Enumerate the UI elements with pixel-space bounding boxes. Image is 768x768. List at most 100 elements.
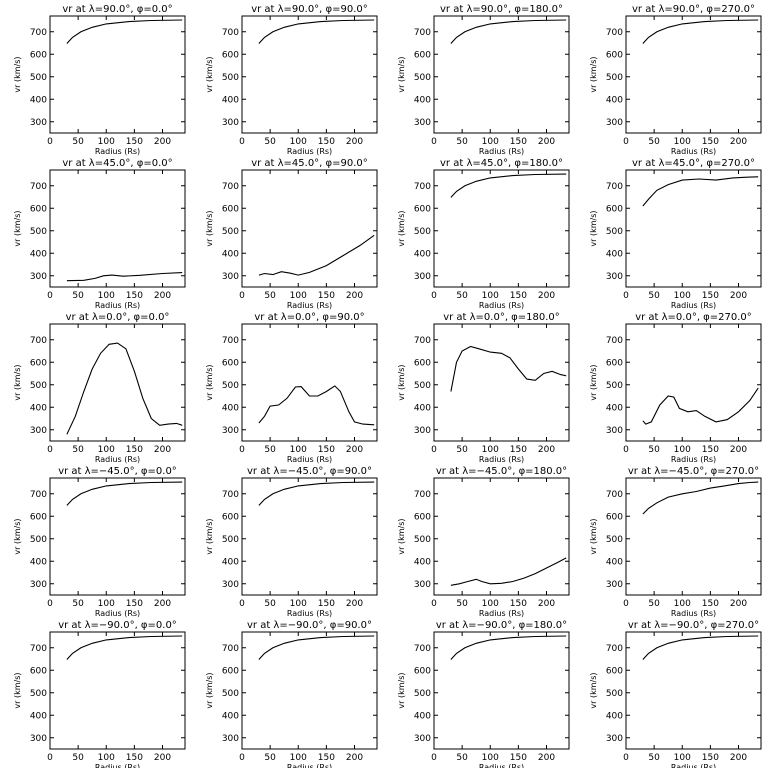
x-tick-label: 0: [431, 599, 437, 609]
x-tick-label: 50: [264, 137, 276, 147]
y-axis-label: vr (km/s): [205, 364, 214, 400]
y-tick-label: 400: [30, 249, 47, 259]
plot-frame: [49, 15, 186, 134]
x-tick-label: 100: [674, 137, 691, 147]
panel-title: vr at λ=−90.0°, φ=180.0°: [436, 620, 567, 631]
x-tick-label: 100: [98, 753, 115, 763]
y-tick-label: 700: [222, 644, 239, 654]
y-tick-label: 700: [414, 336, 431, 346]
y-tick-label: 300: [222, 426, 239, 436]
x-tick-label: 200: [346, 599, 363, 609]
y-tick-label: 300: [606, 734, 623, 744]
y-tick-label: 600: [606, 50, 623, 60]
y-axis-label: vr (km/s): [13, 364, 22, 400]
y-tick-label: 500: [414, 689, 431, 699]
x-axis-label: Radius (Rs): [479, 455, 524, 464]
series-line: [66, 19, 183, 44]
y-tick-label: 300: [414, 580, 431, 590]
x-tick-label: 100: [98, 291, 115, 301]
plot-frame: [625, 323, 762, 442]
y-tick-label: 500: [222, 73, 239, 83]
plot-frame: [433, 323, 570, 442]
x-tick-label: 0: [47, 291, 53, 301]
y-axis-label: vr (km/s): [589, 518, 598, 554]
x-tick-label: 0: [431, 137, 437, 147]
y-tick-label: 700: [414, 182, 431, 192]
x-tick-label: 100: [482, 137, 499, 147]
y-axis-label: vr (km/s): [13, 56, 22, 92]
y-tick-label: 600: [30, 204, 47, 214]
plot-frame: [241, 323, 378, 442]
x-tick-label: 200: [154, 599, 171, 609]
x-tick-label: 50: [648, 137, 660, 147]
x-tick-label: 200: [154, 753, 171, 763]
y-tick-label: 600: [30, 358, 47, 368]
panel-title: vr at λ=−45.0°, φ=270.0°: [628, 466, 759, 477]
x-tick-label: 150: [510, 291, 527, 301]
x-tick-label: 50: [648, 753, 660, 763]
panel-title: vr at λ=0.0°, φ=270.0°: [635, 312, 752, 323]
x-axis-label: Radius (Rs): [671, 609, 716, 618]
x-tick-label: 50: [456, 291, 468, 301]
x-tick-label: 200: [730, 753, 747, 763]
series-line: [258, 385, 375, 426]
y-tick-label: 400: [606, 95, 623, 105]
x-tick-label: 200: [538, 445, 555, 455]
y-tick-label: 400: [30, 95, 47, 105]
x-tick-label: 0: [239, 137, 245, 147]
y-tick-label: 500: [30, 73, 47, 83]
y-axis-label: vr (km/s): [589, 672, 598, 708]
plot-frame: [433, 477, 570, 596]
y-tick-label: 300: [414, 272, 431, 282]
y-tick-label: 700: [606, 336, 623, 346]
plot-frame: [625, 477, 762, 596]
x-axis-label: Radius (Rs): [95, 763, 140, 768]
y-axis-label: vr (km/s): [13, 518, 22, 554]
y-axis-label: vr (km/s): [397, 56, 406, 92]
x-tick-label: 150: [126, 599, 143, 609]
y-tick-label: 500: [414, 535, 431, 545]
x-tick-label: 150: [318, 599, 335, 609]
x-tick-label: 50: [648, 291, 660, 301]
y-tick-label: 700: [414, 644, 431, 654]
x-axis-label: Radius (Rs): [479, 609, 524, 618]
y-tick-label: 300: [222, 118, 239, 128]
x-tick-label: 50: [648, 599, 660, 609]
x-tick-label: 50: [264, 753, 276, 763]
y-tick-label: 700: [414, 490, 431, 500]
y-tick-label: 700: [414, 28, 431, 38]
x-tick-label: 50: [264, 445, 276, 455]
x-tick-label: 100: [290, 137, 307, 147]
y-tick-label: 400: [222, 711, 239, 721]
x-tick-label: 100: [290, 291, 307, 301]
x-tick-label: 200: [154, 137, 171, 147]
x-tick-label: 150: [510, 137, 527, 147]
x-tick-label: 200: [730, 137, 747, 147]
x-tick-label: 0: [623, 291, 629, 301]
y-tick-label: 400: [222, 249, 239, 259]
y-tick-label: 500: [606, 535, 623, 545]
series-line: [450, 345, 567, 392]
x-tick-label: 0: [623, 599, 629, 609]
y-tick-label: 500: [414, 227, 431, 237]
x-axis-label: Radius (Rs): [287, 609, 332, 618]
plot-frame: [433, 169, 570, 288]
y-axis-label: vr (km/s): [13, 672, 22, 708]
y-axis-label: vr (km/s): [205, 56, 214, 92]
panel-title: vr at λ=90.0°, φ=90.0°: [251, 4, 368, 15]
plot-frame: [241, 477, 378, 596]
y-tick-label: 400: [414, 711, 431, 721]
x-tick-label: 50: [648, 445, 660, 455]
x-axis-label: Radius (Rs): [671, 301, 716, 310]
y-tick-label: 600: [222, 512, 239, 522]
y-tick-label: 300: [606, 580, 623, 590]
x-tick-label: 100: [674, 753, 691, 763]
x-tick-label: 150: [510, 445, 527, 455]
x-tick-label: 0: [623, 137, 629, 147]
x-axis-label: Radius (Rs): [479, 763, 524, 768]
y-tick-label: 400: [222, 557, 239, 567]
x-tick-label: 50: [72, 291, 84, 301]
x-tick-label: 150: [126, 753, 143, 763]
series-line: [642, 481, 759, 515]
x-tick-label: 0: [431, 445, 437, 455]
